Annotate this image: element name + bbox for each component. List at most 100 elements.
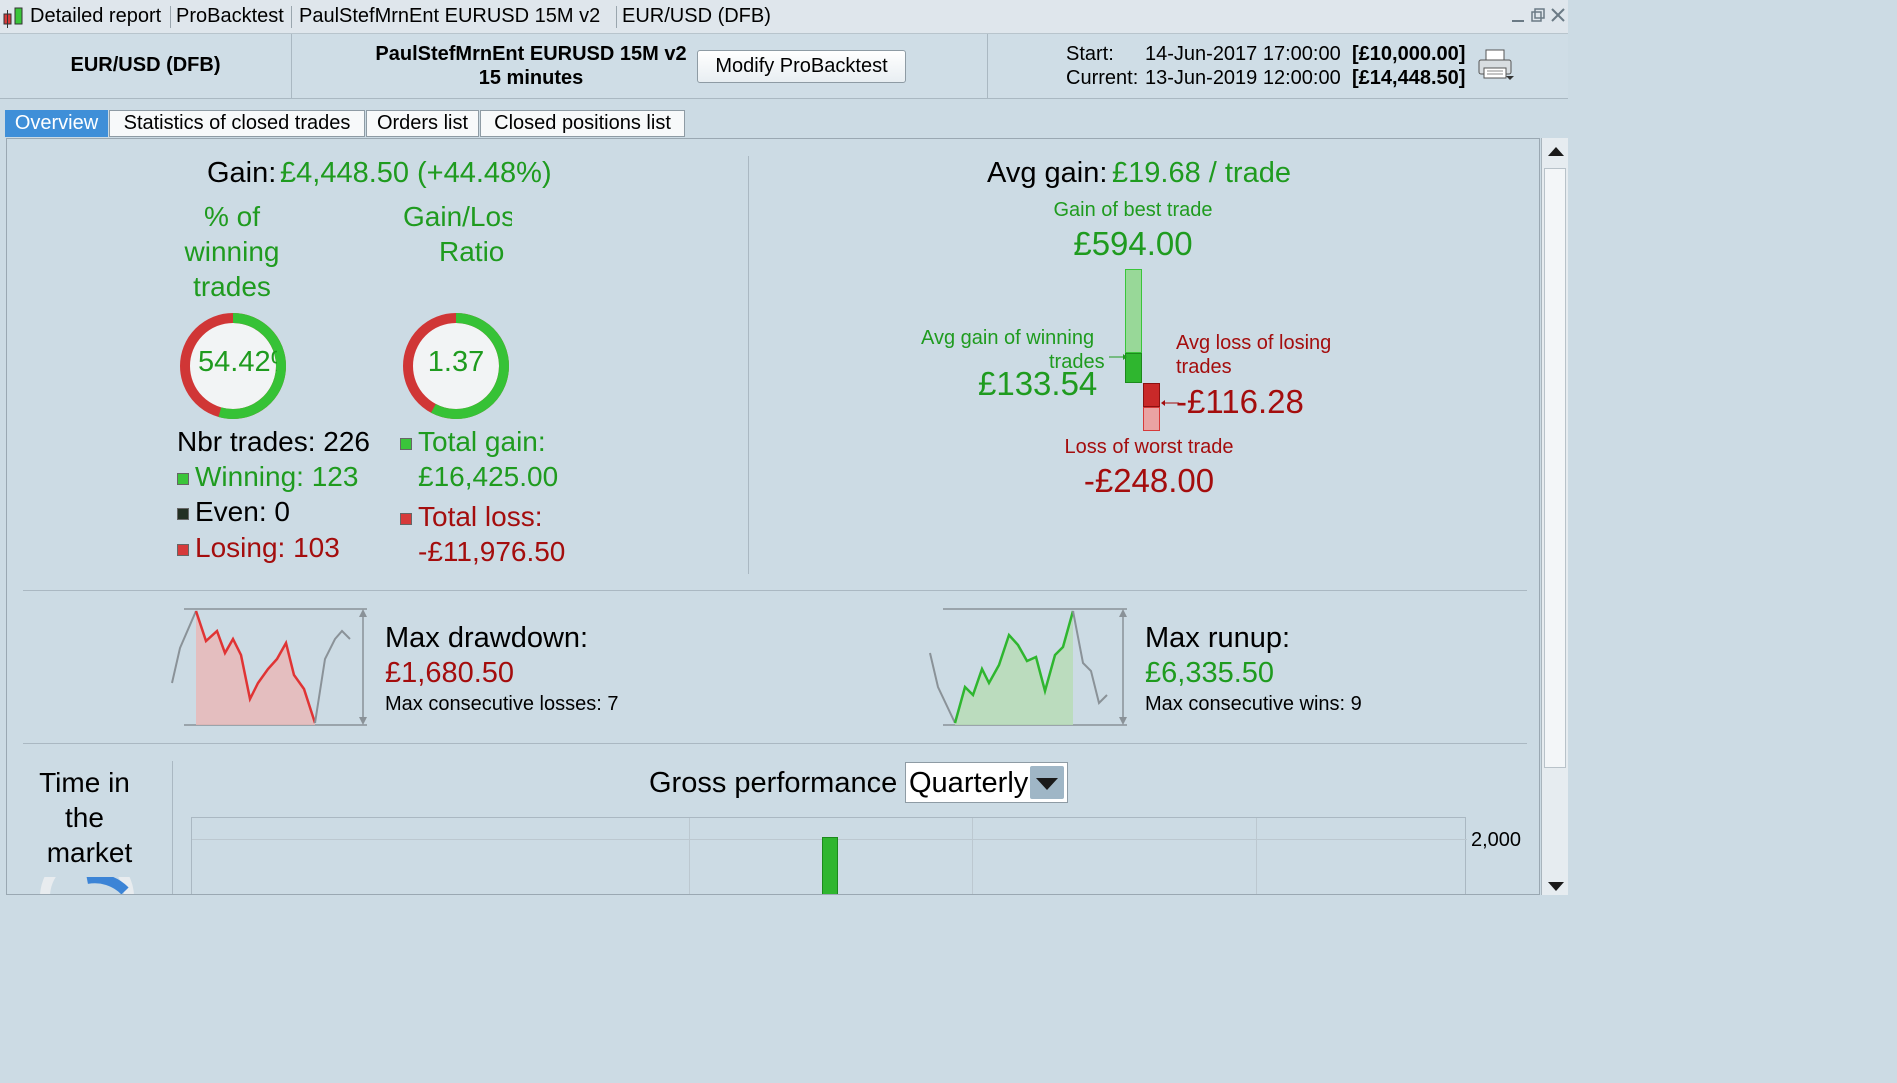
chevron-down-icon[interactable] — [1030, 766, 1064, 799]
section-divider-h2 — [23, 743, 1527, 744]
avg-gain-label: Avg gain: — [987, 157, 1108, 189]
gross-performance-label: Gross performance — [649, 767, 898, 799]
max-drawdown-value: £1,680.50 — [385, 657, 515, 689]
max-consec-losses: Max consecutive losses: 7 — [385, 693, 619, 715]
avg-win-value: £133.54 — [978, 365, 1098, 402]
max-consec-wins: Max consecutive wins: 9 — [1145, 693, 1362, 715]
start-date: 14-Jun-2017 17:00:00 — [1145, 43, 1341, 65]
gain-loss-ratio-value: 1.37 — [427, 346, 485, 378]
avg-loss-label-line2: trades — [1176, 356, 1232, 378]
runup-sparkline — [929, 608, 1127, 726]
title-segment-system: PaulStefMrnEnt EURUSD 15M v2 — [299, 5, 601, 27]
winning-pct-title-line3: trades — [193, 271, 271, 302]
total-loss-label-text: Total loss: — [418, 501, 543, 532]
tab-statistics-closed-trades[interactable]: Statistics of closed trades — [109, 110, 365, 137]
chart-icon — [2, 6, 24, 28]
total-loss-swatch — [400, 512, 412, 525]
ratio-title-line1: Gain/Loss — [403, 201, 512, 232]
total-gain-value: £16,425.00 — [418, 461, 559, 492]
best-trade-bar — [1125, 269, 1142, 353]
current-date: 13-Jun-2019 12:00:00 — [1145, 67, 1341, 89]
gain-label: Gain: — [207, 157, 277, 189]
winning-count-text: Winning: 123 — [195, 461, 359, 492]
avg-win-bar — [1125, 353, 1142, 383]
overview-panel: Gain: £4,448.50 (+44.48%) % of winning t… — [6, 138, 1540, 895]
bar-pointer-arrows — [1109, 354, 1179, 406]
time-in-market-donut — [40, 877, 134, 894]
losing-legend-swatch — [177, 543, 189, 556]
worst-trade-label: Loss of worst trade — [1064, 436, 1234, 458]
tab-overview[interactable]: Overview — [5, 110, 108, 137]
scroll-down-icon[interactable] — [1546, 880, 1566, 899]
vertical-scrollbar[interactable] — [1541, 138, 1568, 895]
losing-count-text: Losing: 103 — [195, 532, 340, 563]
report-header: EUR/USD (DFB) PaulStefMrnEnt EURUSD 15M … — [0, 34, 1568, 99]
losing-count: Losing: 103 — [177, 532, 340, 564]
time-in-market-line3: market — [46, 837, 133, 868]
winning-pct-title-line1: % of — [203, 201, 261, 232]
worst-trade-value: -£248.00 — [1083, 462, 1215, 499]
gross-performance-chart — [191, 817, 1467, 894]
total-loss-label: Total loss: — [400, 501, 543, 533]
gain-loss-ratio-donut: 1.37 — [402, 312, 510, 420]
instrument-name: EUR/USD (DFB) — [70, 54, 221, 76]
winning-legend-swatch — [177, 472, 189, 485]
title-segment-report: Detailed report — [30, 5, 162, 27]
avg-gain-value: £19.68 / trade — [1112, 157, 1291, 189]
even-count: Even: 0 — [177, 496, 290, 528]
section-divider-h1 — [23, 590, 1527, 591]
max-drawdown-label: Max drawdown: — [385, 622, 589, 654]
winning-pct-title-line2: winning — [184, 236, 280, 267]
title-segment-instrument: EUR/USD (DFB) — [622, 5, 771, 27]
total-loss-value: -£11,976.50 — [418, 536, 566, 567]
avg-loss-label-line1: Avg loss of losing — [1176, 332, 1332, 354]
gain-percent: (+44.48%) — [417, 157, 552, 189]
gain-value: £4,448.50 — [280, 157, 410, 189]
total-gain-swatch — [400, 437, 412, 450]
max-runup-label: Max runup: — [1145, 622, 1291, 654]
nbr-trades: Nbr trades: 226 — [177, 426, 370, 457]
time-in-market-line2: the — [65, 802, 104, 833]
winning-pct-gain-arc — [218, 313, 286, 419]
ratio-title-line2: Ratio — [439, 236, 505, 267]
scrollbar-thumb[interactable] — [1544, 168, 1566, 768]
modify-probacktest-button[interactable]: Modify ProBacktest — [697, 50, 906, 83]
close-icon[interactable] — [1550, 6, 1566, 24]
gross-performance-bar — [822, 837, 838, 894]
current-label: Current: — [1066, 67, 1139, 89]
total-gain-label-text: Total gain: — [418, 426, 546, 457]
avg-win-label-line2: trades — [1049, 351, 1105, 373]
worst-trade-bar — [1143, 407, 1160, 431]
best-trade-value: £594.00 — [1073, 225, 1193, 262]
period-select[interactable]: Quarterly — [905, 762, 1068, 803]
max-runup-value: £6,335.50 — [1145, 657, 1275, 689]
scroll-up-icon[interactable] — [1546, 144, 1566, 163]
system-name: PaulStefMrnEnt EURUSD 15M v2 — [375, 43, 687, 65]
minimize-icon[interactable] — [1510, 6, 1526, 24]
time-market-divider — [172, 761, 173, 894]
timeframe: 15 minutes — [478, 67, 584, 89]
winning-pct-value: 54.42% — [198, 346, 277, 378]
section-divider — [748, 156, 749, 574]
title-segment-probacktest: ProBacktest — [176, 5, 284, 27]
start-capital: [£10,000.00] — [1352, 43, 1466, 65]
winning-pct-donut: 54.42% — [179, 312, 287, 420]
time-in-market-line1: Time in — [39, 767, 130, 798]
avg-loss-value: -£116.28 — [1176, 383, 1304, 420]
start-label: Start: — [1066, 43, 1114, 65]
gain-loss-ratio-title: Gain/Loss Ratio — [397, 201, 512, 281]
printer-icon[interactable] — [1476, 48, 1516, 84]
y-tick-2000: 2,000 — [1471, 829, 1522, 851]
winning-count: Winning: 123 — [177, 461, 358, 493]
even-count-text: Even: 0 — [195, 496, 290, 527]
tab-bar: Overview Statistics of closed trades Ord… — [0, 105, 1540, 139]
period-select-value: Quarterly — [909, 767, 1029, 799]
avg-win-label-line1: Avg gain of winning — [921, 327, 1095, 349]
drawdown-sparkline — [171, 608, 367, 726]
even-legend-swatch — [177, 507, 189, 520]
current-capital: [£14,448.50] — [1352, 67, 1466, 89]
restore-icon[interactable] — [1530, 6, 1546, 24]
best-trade-label: Gain of best trade — [1053, 199, 1213, 221]
tab-orders-list[interactable]: Orders list — [366, 110, 479, 137]
tab-closed-positions-list[interactable]: Closed positions list — [480, 110, 685, 137]
